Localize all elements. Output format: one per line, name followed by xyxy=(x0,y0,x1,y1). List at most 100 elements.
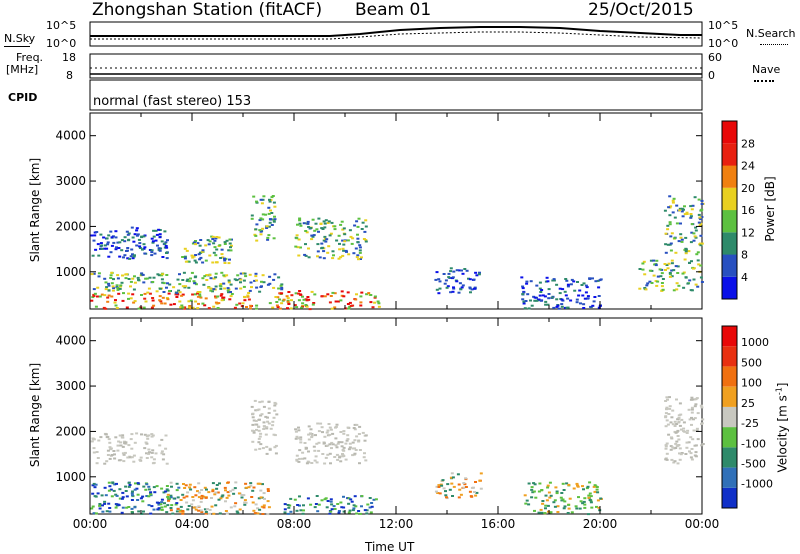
velocity-echo-cell xyxy=(294,437,298,440)
power-echo-cell xyxy=(280,283,284,286)
velocity-echo-cell xyxy=(572,487,576,490)
power-echo-cell xyxy=(301,302,305,305)
power-echo-cell xyxy=(352,252,356,255)
velocity-echo-cell xyxy=(352,427,356,429)
velocity-echo-cell xyxy=(669,448,673,451)
velocity-echo-cell xyxy=(166,493,170,496)
velocity-echo-cell xyxy=(238,508,242,511)
velocity-echo-cell xyxy=(355,435,359,438)
velocity-unit-close: ] xyxy=(775,382,790,388)
velocity-echo-cell xyxy=(160,498,164,501)
power-echo-cell xyxy=(445,286,449,289)
velocity-echo-cell xyxy=(196,490,199,493)
velocity-echo-cell xyxy=(537,511,541,514)
power-echo-cell xyxy=(215,236,219,238)
power-colorbar-tick: 24 xyxy=(741,160,755,173)
power-echo-cell xyxy=(255,286,259,289)
power-echo-cell xyxy=(142,306,146,309)
power-echo-cell xyxy=(670,259,674,262)
power-echo-cell xyxy=(437,292,441,295)
velocity-echo-cell xyxy=(672,461,676,464)
velocity-echo-cell xyxy=(131,511,134,514)
power-echo-cell xyxy=(138,242,142,245)
power-echo-cell xyxy=(306,222,310,225)
power-echo-cell xyxy=(451,276,455,279)
velocity-echo-cell xyxy=(305,462,309,465)
velocity-echo-cell xyxy=(685,446,689,449)
power-echo-cell xyxy=(322,250,326,253)
power-echo-cell xyxy=(671,201,675,204)
power-colorbar-swatch xyxy=(722,165,737,188)
velocity-echo-cell xyxy=(686,429,690,432)
power-echo-cell xyxy=(242,279,246,282)
power-echo-cell xyxy=(143,252,147,255)
power-echo-cell xyxy=(469,291,472,294)
velocity-echo-cell xyxy=(299,441,303,444)
power-echo-cell xyxy=(212,242,216,245)
velocity-echo-cell xyxy=(261,447,265,450)
power-echo-cell xyxy=(336,300,340,303)
power-echo-cell xyxy=(142,235,146,238)
power-echo-cell xyxy=(681,272,685,275)
power-echo-cell xyxy=(570,278,574,281)
power-echo-cell xyxy=(160,274,164,277)
velocity-echo-cell xyxy=(665,408,668,411)
velocity-echo-region xyxy=(294,422,368,465)
power-echo-cell xyxy=(191,256,195,259)
power-echo-cell xyxy=(294,245,298,248)
velocity-echo-cell xyxy=(94,512,98,515)
power-colorbar-swatch xyxy=(722,187,737,211)
power-echo-cell xyxy=(214,285,218,288)
power-echo-cell xyxy=(535,299,539,302)
velocity-echo-cell xyxy=(682,421,686,424)
velocity-echo-cell xyxy=(690,448,694,450)
velocity-echo-cell xyxy=(295,435,299,438)
velocity-echo-cell xyxy=(127,481,131,484)
velocity-echo-cell xyxy=(676,429,680,432)
power-echo-cell xyxy=(201,250,204,253)
velocity-echo-cell xyxy=(347,511,351,514)
velocity-colorbar-swatch xyxy=(722,366,737,387)
power-echo-cell xyxy=(688,279,692,282)
power-echo-cell xyxy=(225,239,229,242)
velocity-echo-cell xyxy=(167,499,171,502)
power-colorbar-swatch xyxy=(722,254,737,277)
velocity-echo-cell xyxy=(578,507,582,510)
power-echo-cell xyxy=(681,215,685,218)
power-echo-cell xyxy=(150,254,154,257)
power-echo-cell xyxy=(90,299,94,302)
power-echo-cell xyxy=(547,297,551,300)
power-echo-cell xyxy=(117,247,121,249)
power-echo-cell xyxy=(239,281,242,284)
velocity-echo-cell xyxy=(170,504,174,507)
power-echo-cell xyxy=(373,296,377,299)
velocity-echo-cell xyxy=(211,482,215,485)
power-echo-cell xyxy=(106,241,110,244)
velocity-echo-cell xyxy=(251,501,255,504)
power-echo-region xyxy=(250,195,277,242)
power-echo-cell xyxy=(107,255,111,258)
power-echo-cell xyxy=(184,260,188,263)
power-echo-cell xyxy=(675,222,679,225)
power-echo-cell xyxy=(684,248,688,251)
velocity-echo-cell xyxy=(347,497,351,500)
velocity-echo-cell xyxy=(295,454,299,457)
power-echo-cell xyxy=(699,222,703,225)
velocity-echo-cell xyxy=(451,476,455,479)
velocity-echo-cell xyxy=(244,501,248,504)
power-echo-cell xyxy=(598,279,602,282)
power-echo-cell xyxy=(91,254,95,257)
power-echo-cell xyxy=(182,271,186,274)
velocity-echo-cell xyxy=(134,482,137,485)
velocity-echo-cell xyxy=(693,454,697,457)
power-echo-cell xyxy=(150,251,154,254)
velocity-echo-cell xyxy=(539,508,543,511)
power-echo-cell xyxy=(244,275,248,278)
velocity-echo-cell xyxy=(308,432,312,435)
power-echo-cell xyxy=(688,261,691,264)
velocity-echo-cell xyxy=(147,504,151,507)
power-echo-cell xyxy=(295,234,299,237)
velocity-echo-cell xyxy=(315,442,319,445)
